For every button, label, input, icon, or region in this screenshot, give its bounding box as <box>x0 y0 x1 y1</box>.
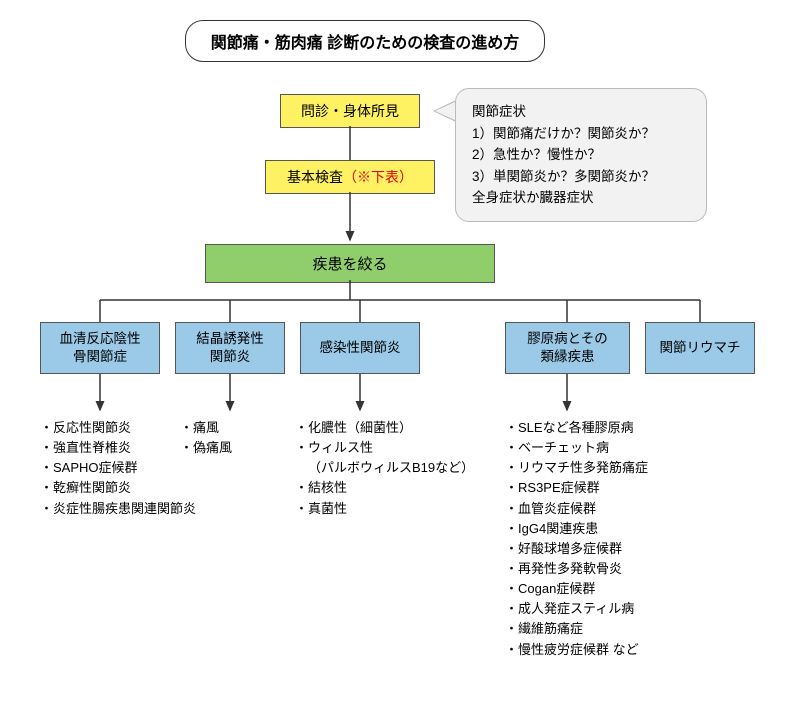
list-item: 繊維筋痛症 <box>505 619 648 639</box>
list-item: Cogan症候群 <box>505 579 648 599</box>
page-title: 関節痛・筋肉痛 診断のための検査の進め方 <box>185 20 545 62</box>
category-crystal: 結晶誘発性 関節炎 <box>175 322 285 374</box>
speech-line-3: 2）急性か？慢性か？ <box>472 144 690 166</box>
speech-line-2: 1）関節痛だけか？関節炎か？ <box>472 123 690 145</box>
step-basic-tests: 基本検査（※下表） <box>265 160 435 194</box>
list-item: 血管炎症候群 <box>505 499 648 519</box>
list-item: 慢性疲労症候群 など <box>505 640 648 660</box>
list-item: 痛風 <box>180 418 232 438</box>
speech-tail <box>435 101 457 121</box>
list-crystal: 痛風偽痛風 <box>180 418 232 458</box>
step2-label-b: （※下表） <box>343 169 413 185</box>
list-item: 好酸球増多症候群 <box>505 539 648 559</box>
category-infectious: 感染性関節炎 <box>300 322 420 374</box>
list-item: IgG4関連疾患 <box>505 519 648 539</box>
speech-line-1: 関節症状 <box>472 101 690 123</box>
list-infectious: 化膿性（細菌性）ウィルス性（パルボウィルスB19など）結核性真菌性 <box>295 418 474 519</box>
step1-label: 問診・身体所見 <box>301 103 399 119</box>
list-item: 反応性関節炎 <box>40 418 196 438</box>
list-item: 再発性多発軟骨炎 <box>505 559 648 579</box>
list-item: SAPHO症候群 <box>40 458 196 478</box>
step2-label-a: 基本検査 <box>287 169 343 185</box>
speech-bubble: 関節症状 1）関節痛だけか？関節炎か？ 2）急性か？慢性か？ 3）単関節炎か？多… <box>455 88 707 222</box>
list-item: 強直性脊椎炎 <box>40 438 196 458</box>
list-item: 乾癬性関節炎 <box>40 478 196 498</box>
category-seronegative: 血清反応陰性 骨関節症 <box>40 322 160 374</box>
list-item: 結核性 <box>295 478 474 498</box>
step-history-exam: 問診・身体所見 <box>280 94 420 128</box>
list-item: SLEなど各種膠原病 <box>505 418 648 438</box>
list-item: （パルボウィルスB19など） <box>308 458 474 478</box>
speech-line-5: 全身症状か臓器症状 <box>472 187 690 209</box>
list-item: 炎症性腸疾患関連関節炎 <box>40 499 196 519</box>
step-narrow-diseases: 疾患を絞る <box>205 244 495 283</box>
list-item: 化膿性（細菌性） <box>295 418 474 438</box>
narrow-label: 疾患を絞る <box>312 256 387 273</box>
list-item: ベーチェット病 <box>505 438 648 458</box>
list-item: 成人発症スティル病 <box>505 599 648 619</box>
list-item: リウマチ性多発筋痛症 <box>505 458 648 478</box>
list-item: 偽痛風 <box>180 438 232 458</box>
list-item: 真菌性 <box>295 499 474 519</box>
list-item: RS3PE症候群 <box>505 478 648 498</box>
list-seronegative: 反応性関節炎強直性脊椎炎SAPHO症候群乾癬性関節炎炎症性腸疾患関連関節炎 <box>40 418 196 519</box>
category-collagen: 膠原病とその 類縁疾患 <box>505 322 630 374</box>
speech-line-4: 3）単関節炎か？多関節炎か？ <box>472 166 690 188</box>
category-rheumatoid: 関節リウマチ <box>645 322 755 374</box>
list-collagen: SLEなど各種膠原病ベーチェット病リウマチ性多発筋痛症RS3PE症候群血管炎症候… <box>505 418 648 660</box>
list-item: ウィルス性 <box>295 438 474 458</box>
